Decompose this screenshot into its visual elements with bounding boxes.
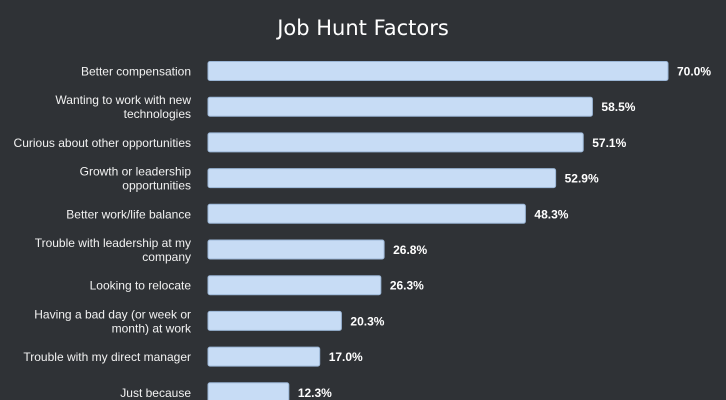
value-label-8: 17.0%	[329, 350, 363, 364]
bar-9	[207, 382, 290, 400]
category-label-8: Trouble with my direct manager	[23, 350, 191, 364]
category-label-1: Wanting to work with new technologies	[55, 93, 191, 121]
bar-0	[207, 61, 669, 81]
category-label-0: Better compensation	[81, 65, 191, 79]
category-label-5: Trouble with leadership at my company	[35, 236, 191, 264]
bar-1	[207, 96, 593, 117]
value-label-5: 26.8%	[393, 243, 427, 257]
value-label-2: 57.1%	[592, 136, 626, 150]
bar-7	[207, 310, 342, 331]
category-label-4: Better work/life balance	[66, 207, 191, 221]
bar-6	[207, 275, 382, 296]
value-label-9: 12.3%	[298, 386, 332, 400]
value-label-0: 70.0%	[677, 65, 711, 79]
category-label-3: Growth or leadership opportunities	[80, 165, 192, 193]
value-label-6: 26.3%	[390, 279, 424, 293]
bar-3	[207, 168, 557, 189]
value-label-3: 52.9%	[565, 172, 599, 186]
bar-8	[207, 346, 321, 367]
bar-4	[207, 203, 526, 224]
category-label-2: Curious about other opportunities	[14, 136, 191, 150]
bar-5	[207, 239, 385, 260]
chart-title: Job Hunt Factors	[277, 16, 449, 40]
value-label-4: 48.3%	[534, 207, 568, 221]
bar-2	[207, 132, 584, 153]
value-label-1: 58.5%	[601, 100, 635, 114]
value-label-7: 20.3%	[350, 314, 384, 328]
category-label-7: Having a bad day (or week or month) at wo…	[34, 307, 192, 335]
category-label-6: Looking to relocate	[90, 279, 192, 293]
category-label-9: Just because	[120, 386, 191, 400]
